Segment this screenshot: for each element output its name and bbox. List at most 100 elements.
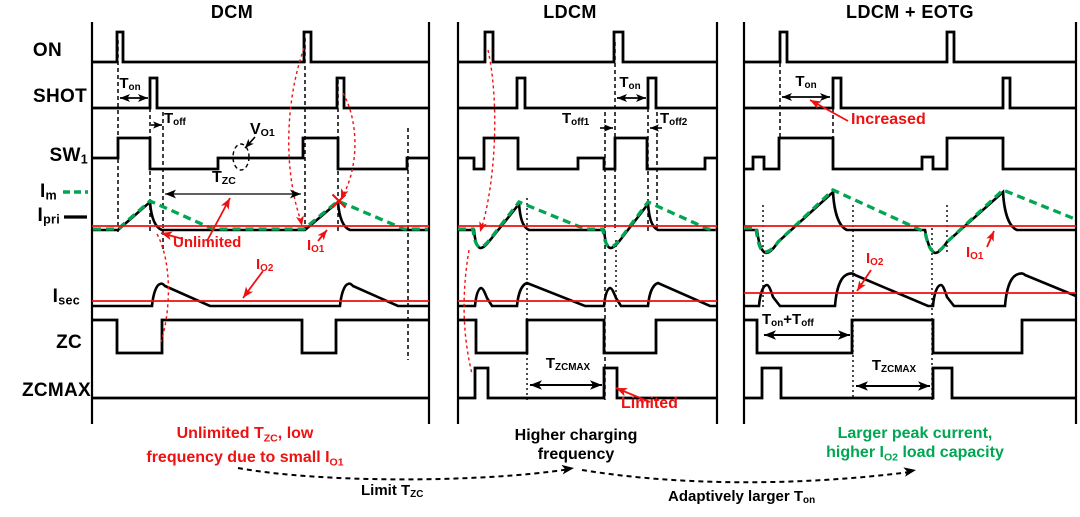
arrow-ton-p1: [120, 94, 130, 102]
arrow-vo1-p1: [245, 138, 254, 148]
p1-zc-trace: [92, 318, 429, 355]
flow-arrow-1: [237, 467, 571, 481]
label-tzc-p1: TZC: [212, 169, 236, 187]
flow-label-limit-tzc: Limit TZC: [361, 482, 424, 500]
arc-p2-on1: [480, 49, 496, 231]
label-ton-p3: Ton: [795, 73, 817, 91]
arc-p2-on1-head: [479, 221, 487, 232]
label-ton-p1: Ton: [119, 75, 141, 93]
arrow-increased-p3: [810, 100, 822, 110]
signal-label-isec: Isec: [52, 286, 80, 308]
arc-p1-on2: [288, 47, 305, 225]
p2-zcmax-trace: [458, 366, 717, 400]
summary-ldcm-line2: frequency: [537, 446, 615, 463]
flow-arrow-2-head: [903, 467, 916, 477]
p2-on-trace: [458, 30, 717, 64]
label-io1-p3: IO1: [966, 244, 984, 262]
arc-p1-zc: [156, 233, 170, 343]
peak-x-mark: [331, 193, 347, 209]
p3-sw1-trace: [744, 136, 1076, 171]
signal-label-zcmax: ZCMAX: [21, 380, 91, 401]
arrow-tontoff-p3: [764, 330, 776, 340]
summary-eotg-line2: higher IO2 load capacity: [826, 444, 1004, 464]
p2-shot-trace: [458, 76, 717, 110]
p1-on-trace: [92, 30, 429, 64]
arc-p1-shot2: [341, 92, 356, 198]
arc-p1-on2-head: [296, 215, 304, 226]
p3-shot-trace: [744, 76, 1076, 110]
arrow-io1-p1: [317, 230, 327, 241]
label-tzcmax-p3: TZCMAX: [871, 357, 917, 375]
label-toff2-p2: Toff2: [660, 110, 688, 128]
arrow-tzcmax-p2: [590, 380, 602, 390]
p2-im-trace: [458, 199, 716, 249]
summary-eotg: Larger peak current, higher IO2 load cap…: [765, 424, 1065, 467]
panel-title-ldcm: LDCM: [543, 2, 597, 22]
p2-sw1-trace: [458, 136, 717, 171]
signal-label-on: ON: [32, 40, 62, 61]
p1-im-trace: [93, 199, 428, 231]
p3-isec-trace: [744, 272, 1077, 308]
arrow-ton-p2: [617, 94, 627, 102]
arrow-toff2-p2: [650, 124, 659, 132]
arrow-toff1-p2: [604, 124, 613, 132]
arrow-tzcmax-p3: [856, 381, 868, 391]
vo1-ellipse: [232, 143, 250, 171]
p1-shot-trace: [92, 76, 429, 110]
arrow-unlimited-zero: [161, 231, 173, 241]
p1-isec-trace: [92, 282, 429, 308]
arrow-tzc-p1: [165, 189, 176, 199]
summary-dcm-line2: frequency due to small IO1: [146, 449, 344, 469]
panel-title-dcm: DCM: [210, 2, 254, 22]
arrow-toff-p1: [153, 121, 162, 129]
label-vo1-p1: VO1: [250, 121, 275, 139]
arrow-ton-p1: [138, 94, 148, 102]
arrow-io2-p3: [857, 280, 866, 291]
flow-label-adaptively-larger-ton: Adaptively larger Ton: [668, 488, 816, 506]
signal-label-shot: SHOT: [33, 86, 87, 107]
summary-ldcm: Higher charging frequency: [476, 426, 676, 464]
label-tontoff-p3: Ton+Toff: [762, 311, 814, 329]
arrow-tzcmax-p3: [918, 381, 930, 391]
p3-zcmax-trace: [744, 366, 1076, 400]
p3-zc-trace: [744, 318, 1076, 355]
label-ton-p2: Ton: [619, 74, 641, 92]
label-io2-p1: IO2: [256, 256, 274, 274]
arrow-tzcmax-p2: [530, 380, 542, 390]
label-toff-p1: Toff: [164, 110, 186, 128]
summary-ldcm-line1: Higher charging: [514, 427, 638, 444]
signal-label-sw1: SW1: [49, 145, 88, 167]
signal-label-zc: ZC: [56, 332, 82, 353]
arrow-ton-p3: [782, 93, 792, 101]
note-unlimited-p1: Unlimited: [173, 234, 242, 251]
summary-dcm: Unlimited TZC, low frequency due to smal…: [95, 424, 395, 473]
arrow-unlimited-tzc: [220, 198, 230, 210]
label-toff1-p2: Toff1: [562, 110, 590, 128]
arrow-ton-p2: [636, 94, 646, 102]
p1-sw1-trace: [92, 136, 429, 171]
summary-dcm-line1: Unlimited TZC, low: [176, 425, 314, 445]
arrow-limited-p2: [616, 388, 628, 397]
flow-arrow-1-head: [561, 464, 574, 475]
p3-ipri-trace: [744, 189, 1076, 255]
p3-on-trace: [744, 30, 1076, 64]
signal-label-ipri: Ipri: [37, 205, 60, 227]
arrow-io1-p3: [986, 231, 994, 242]
p3-im-trace: [744, 188, 1076, 254]
flow-arrow-2: [581, 469, 911, 484]
summary-eotg-line1: Larger peak current,: [837, 425, 993, 442]
signal-label-im: Im: [39, 181, 57, 203]
panel-title-ldcm-eotg: LDCM + EOTG: [846, 2, 974, 22]
label-io1-p1: IO1: [307, 237, 325, 255]
label-tzcmax-p2: TZCMAX: [545, 355, 591, 373]
label-io2-p3: IO2: [866, 250, 884, 268]
arrow-tontoff-p3: [838, 330, 850, 340]
arrow-ton-p3: [820, 93, 830, 101]
p2-zc-trace: [458, 318, 717, 355]
p2-isec-trace: [458, 281, 717, 308]
arrow-io2-p1: [243, 286, 254, 298]
note-increased-p3: Increased: [851, 111, 926, 128]
arrow-tzc-p1: [290, 189, 301, 199]
